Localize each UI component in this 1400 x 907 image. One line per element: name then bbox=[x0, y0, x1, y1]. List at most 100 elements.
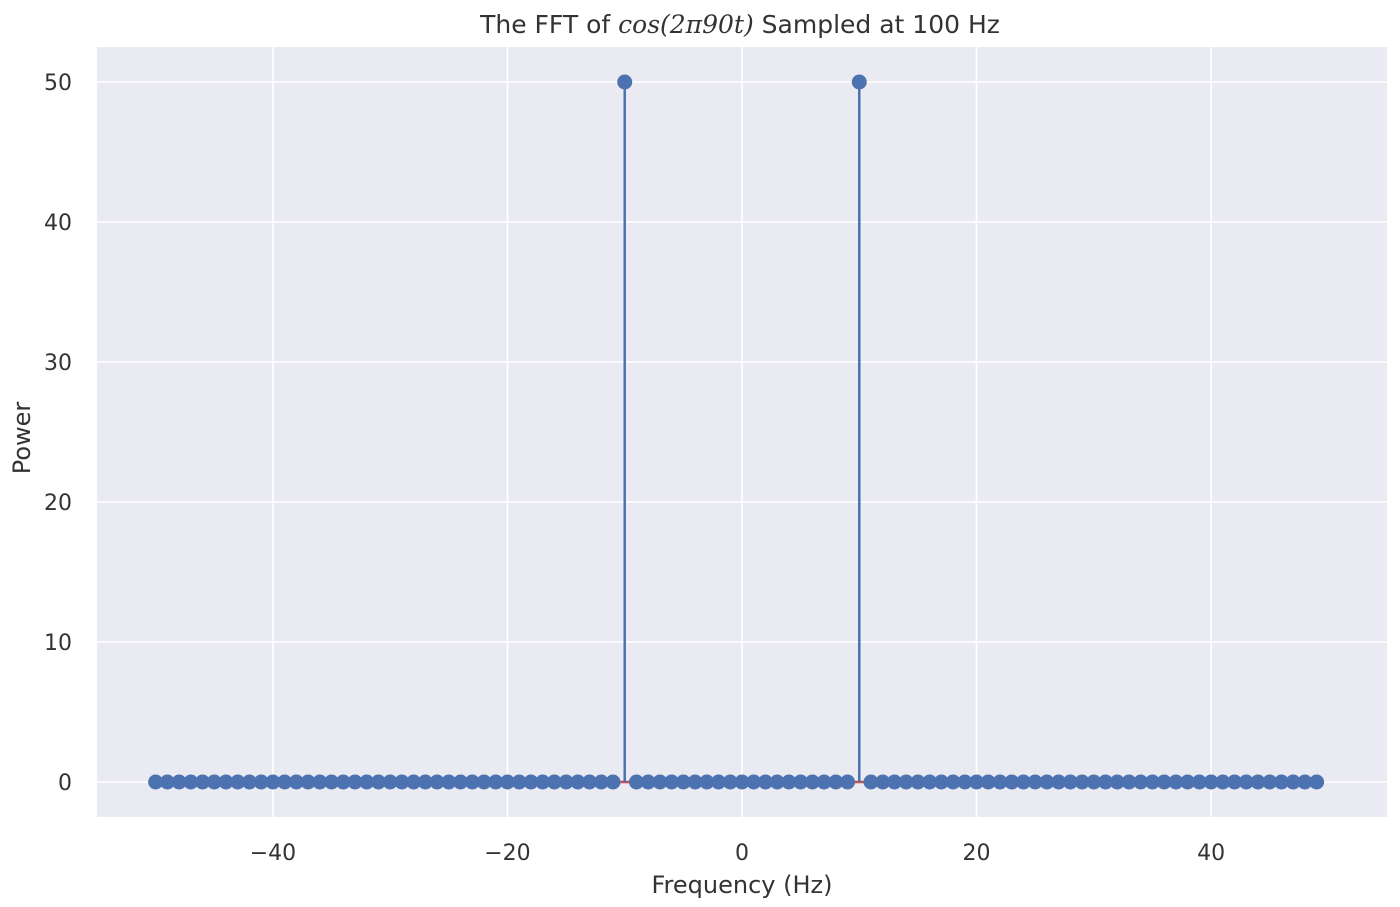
stem-marker bbox=[851, 74, 867, 90]
stem-marker bbox=[417, 774, 433, 790]
stem-marker bbox=[1062, 774, 1078, 790]
y-tick-label: 30 bbox=[44, 351, 72, 376]
stem-marker bbox=[652, 774, 668, 790]
stem-marker bbox=[969, 774, 985, 790]
stem-marker bbox=[1133, 774, 1149, 790]
stem-marker bbox=[804, 774, 820, 790]
chart-title-math: cos(2π90t) bbox=[618, 10, 754, 39]
stem-marker bbox=[523, 774, 539, 790]
stem-marker bbox=[1309, 774, 1325, 790]
stem-marker bbox=[875, 774, 891, 790]
x-tick-label: 20 bbox=[963, 841, 991, 866]
stem-marker bbox=[570, 774, 586, 790]
x-tick-label: 0 bbox=[735, 841, 749, 866]
stem-marker bbox=[582, 774, 598, 790]
stem-marker bbox=[1180, 774, 1196, 790]
stem-marker bbox=[206, 774, 222, 790]
y-tick-label: 50 bbox=[44, 71, 72, 96]
stem-marker bbox=[746, 774, 762, 790]
stem-marker bbox=[1227, 774, 1243, 790]
stem-marker bbox=[241, 774, 257, 790]
stem-marker bbox=[253, 774, 269, 790]
stem-marker bbox=[1203, 774, 1219, 790]
stem-marker bbox=[1156, 774, 1172, 790]
stem-marker bbox=[511, 774, 527, 790]
stem-marker bbox=[1262, 774, 1278, 790]
stem-marker bbox=[840, 774, 856, 790]
stem-marker bbox=[1051, 774, 1067, 790]
stem-marker bbox=[1250, 774, 1266, 790]
stem-marker bbox=[863, 774, 879, 790]
stem-marker bbox=[1121, 774, 1137, 790]
stem-marker bbox=[957, 774, 973, 790]
stem-marker bbox=[499, 774, 515, 790]
stem-marker bbox=[617, 74, 633, 90]
tick-labels: −40 −20 0 20 40 0 10 20 30 40 50 bbox=[44, 71, 1225, 866]
x-tick-label: 40 bbox=[1197, 841, 1225, 866]
stem-marker bbox=[1215, 774, 1231, 790]
stem-marker bbox=[476, 774, 492, 790]
stem-marker bbox=[394, 774, 410, 790]
stem-marker bbox=[183, 774, 199, 790]
stem-marker bbox=[312, 774, 328, 790]
stem-marker bbox=[910, 774, 926, 790]
stem-marker bbox=[1144, 774, 1160, 790]
stem-marker bbox=[1004, 774, 1020, 790]
stem-marker bbox=[722, 774, 738, 790]
stem-marker bbox=[1039, 774, 1055, 790]
stem-marker bbox=[1238, 774, 1254, 790]
stem-marker bbox=[277, 774, 293, 790]
stem-marker bbox=[816, 774, 832, 790]
stem-marker bbox=[933, 774, 949, 790]
stem-marker bbox=[347, 774, 363, 790]
stem-marker bbox=[711, 774, 727, 790]
x-axis-label: Frequency (Hz) bbox=[652, 871, 833, 899]
stem-marker bbox=[628, 774, 644, 790]
stem-marker bbox=[535, 774, 551, 790]
stem-marker bbox=[769, 774, 785, 790]
stem-marker bbox=[324, 774, 340, 790]
stem-marker bbox=[1191, 774, 1207, 790]
stem-marker bbox=[406, 774, 422, 790]
stem-marker bbox=[687, 774, 703, 790]
stem-marker bbox=[1273, 774, 1289, 790]
grid bbox=[97, 47, 1387, 817]
stem-marker bbox=[793, 774, 809, 790]
stem-marker bbox=[453, 774, 469, 790]
stem-marker bbox=[886, 774, 902, 790]
stem-marker bbox=[335, 774, 351, 790]
stem-marker bbox=[1098, 774, 1114, 790]
stem-marker bbox=[148, 774, 164, 790]
stem-marker bbox=[1168, 774, 1184, 790]
stem-marker bbox=[159, 774, 175, 790]
y-tick-label: 40 bbox=[44, 211, 72, 236]
stem-marker bbox=[1086, 774, 1102, 790]
stem-marker bbox=[359, 774, 375, 790]
stems bbox=[623, 82, 861, 782]
stem-marker bbox=[1027, 774, 1043, 790]
stem-marker bbox=[429, 774, 445, 790]
chart-title-prefix: The FFT of bbox=[479, 10, 618, 39]
stem-marker bbox=[265, 774, 281, 790]
chart-title-suffix: Sampled at 100 Hz bbox=[754, 10, 1000, 39]
stem-marker bbox=[664, 774, 680, 790]
x-tick-label: −20 bbox=[484, 841, 530, 866]
stem-marker bbox=[558, 774, 574, 790]
stem-marker bbox=[370, 774, 386, 790]
stem-marker bbox=[593, 774, 609, 790]
stem-marker bbox=[980, 774, 996, 790]
stem-marker bbox=[1074, 774, 1090, 790]
stem-marker bbox=[171, 774, 187, 790]
stem-marker bbox=[546, 774, 562, 790]
stem-marker bbox=[945, 774, 961, 790]
stem-marker bbox=[675, 774, 691, 790]
stem-marker bbox=[992, 774, 1008, 790]
y-tick-label: 10 bbox=[44, 631, 72, 656]
stem-marker bbox=[488, 774, 504, 790]
stem-marker bbox=[1015, 774, 1031, 790]
y-axis-label: Power bbox=[8, 402, 36, 475]
y-tick-label: 20 bbox=[44, 491, 72, 516]
stem-marker bbox=[640, 774, 656, 790]
chart-title: The FFT of cos(2π90t) Sampled at 100 Hz bbox=[479, 10, 1000, 39]
stem-marker bbox=[699, 774, 715, 790]
